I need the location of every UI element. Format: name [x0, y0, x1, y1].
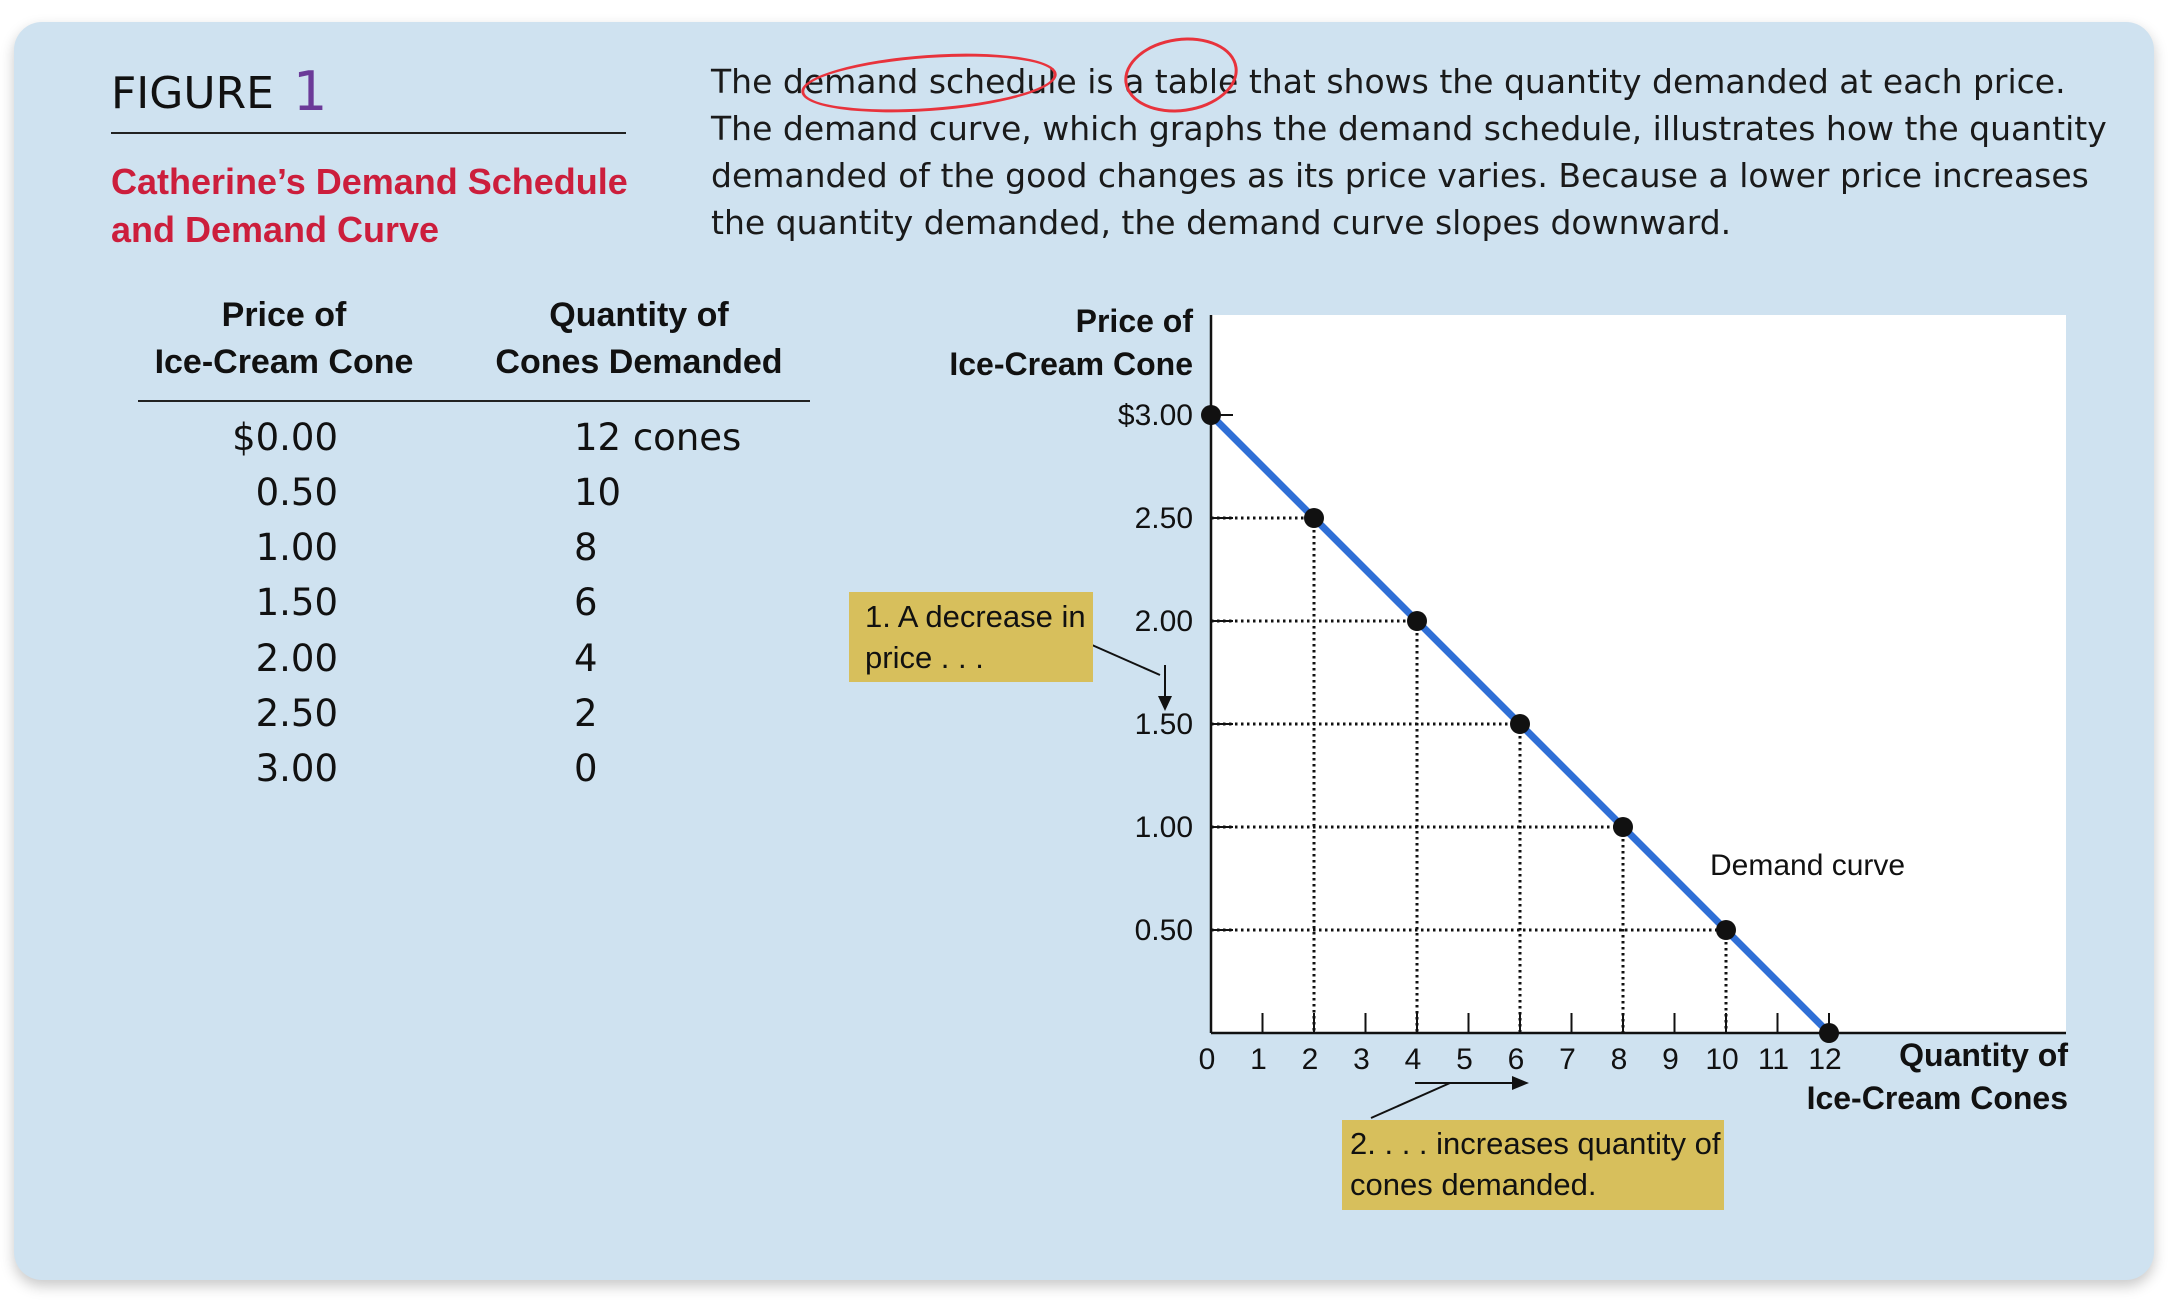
x-tick-label: 3 [1353, 1043, 1370, 1076]
increase-pointer-line [1370, 1082, 1451, 1119]
demand-point [1510, 714, 1530, 734]
price-cell: 1.50 [255, 581, 338, 624]
y-ticks: $3.00 2.50 2.00 1.50 1.00 0.50 [1118, 399, 1233, 947]
figure-title-line-1: Catherine’s Demand Schedule [111, 161, 628, 202]
figure-title-line-2: and Demand Curve [111, 209, 440, 250]
y-tick-label: 2.50 [1135, 502, 1193, 535]
y-axis-label-line-2: Ice-Cream Cone [949, 346, 1193, 382]
x-tick-label: 2 [1302, 1043, 1319, 1076]
quantity-cell: 2 [574, 692, 598, 735]
decrease-pointer-line [1091, 644, 1161, 676]
demand-curve-label: Demand curve [1710, 849, 1905, 882]
demand-point [1613, 817, 1633, 837]
price-column-header: Price of Ice-Cream Cone [154, 296, 414, 381]
x-tick-label: 0 [1199, 1043, 1216, 1076]
figure-header: FIGURE 1 [111, 60, 626, 134]
demand-point [1201, 405, 1221, 425]
y-axis-label-line-1: Price of [1076, 303, 1194, 339]
price-cell: 0.50 [255, 471, 338, 514]
price-cell: 2.50 [255, 692, 338, 735]
demand-point [1407, 611, 1427, 631]
x-tick-label: 7 [1559, 1043, 1576, 1076]
y-tick-label: 0.50 [1135, 914, 1193, 947]
demand-point [1304, 508, 1324, 528]
quantity-cell: 4 [574, 637, 598, 680]
x-tick-label: 5 [1456, 1043, 1473, 1076]
figure-title: Catherine’s Demand Schedule and Demand C… [111, 158, 631, 254]
quantity-column-header: Quantity of Cones Demanded [495, 296, 783, 381]
figure-word: FIGURE [111, 68, 274, 119]
x-tick-label: 4 [1405, 1043, 1422, 1076]
figure-caption: The demand schedule is a table that show… [711, 62, 2107, 242]
demand-points [1201, 405, 1839, 1043]
y-tick-label: 2.00 [1135, 605, 1193, 638]
decrease-annotation: 1. A decrease in price . . . [849, 592, 1093, 682]
x-tick-label: 11 [1758, 1043, 1789, 1076]
x-tick-label: 6 [1508, 1043, 1525, 1076]
x-tick-label: 1 [1250, 1043, 1267, 1076]
y-tick-label: 1.00 [1135, 811, 1193, 844]
decrease-arrow-head [1158, 696, 1172, 711]
y-tick-label: $3.00 [1118, 399, 1193, 432]
x-tick-label: 9 [1662, 1043, 1679, 1076]
price-cell: $0.00 [232, 416, 338, 459]
y-tick-label: 1.50 [1135, 708, 1193, 741]
price-cell: 3.00 [255, 747, 338, 790]
x-axis-label-line-1: Quantity of [1899, 1037, 2068, 1073]
increase-annotation: 2. . . . increases quantity of cones dem… [1342, 1120, 1724, 1210]
quantity-cell: 8 [574, 526, 598, 569]
schedule-header: Price of Ice-Cream Cone Quantity of Cone… [138, 292, 810, 402]
x-axis-label-line-2: Ice-Cream Cones [1807, 1080, 2068, 1116]
price-cell: 1.00 [255, 526, 338, 569]
x-tick-label: 10 [1705, 1043, 1738, 1076]
increase-arrow-head [1512, 1076, 1529, 1090]
quantity-cell: 6 [574, 581, 598, 624]
price-cell: 2.00 [255, 637, 338, 680]
x-tick-label: 8 [1611, 1043, 1628, 1076]
quantity-cell: 10 [574, 471, 622, 514]
x-ticks: 0 1 2 3 4 5 6 7 8 9 10 11 12 [1199, 1013, 1842, 1076]
demand-point [1819, 1023, 1839, 1043]
demand-point [1716, 920, 1736, 940]
quantity-cell: 12 cones [574, 416, 742, 459]
quantity-cell: 0 [574, 747, 598, 790]
plot-area [1211, 315, 2066, 1033]
x-tick-label: 12 [1808, 1043, 1841, 1076]
figure-number: 1 [293, 60, 328, 123]
